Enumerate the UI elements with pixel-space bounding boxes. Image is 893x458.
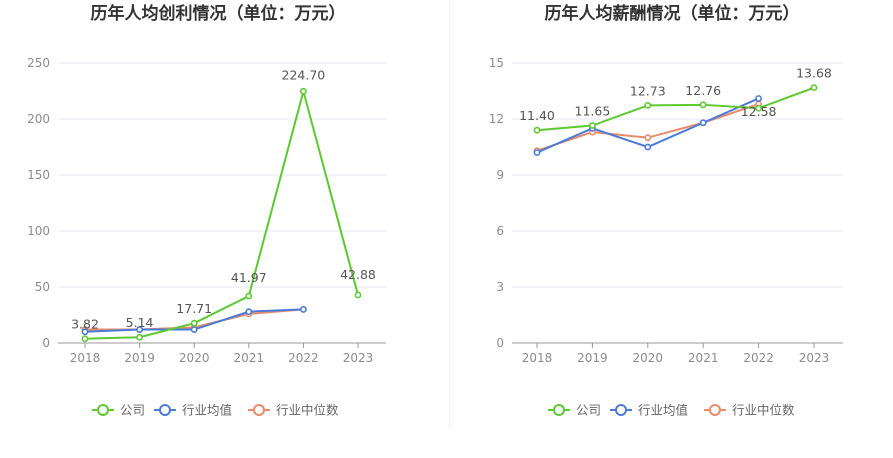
x-tick-label: 2021 <box>234 351 265 365</box>
salary-per-capita-chart: 历年人均薪酬情况（单位：万元） 0 3 6 9 12 15 2018 2019 2020 2021 2… <box>489 3 843 418</box>
data-point-industry_avg <box>81 328 89 336</box>
panel-divider <box>449 0 450 428</box>
data-point-company <box>699 101 707 109</box>
data-label: 11.40 <box>519 108 555 123</box>
legend-swatch-marker <box>253 404 265 416</box>
x-tick-label: 2023 <box>799 351 830 365</box>
data-point-industry_avg <box>190 326 198 333</box>
data-label: 5.14 <box>126 315 154 330</box>
legend-swatch-marker <box>709 404 721 416</box>
y-tick-label: 6 <box>496 224 504 238</box>
x-tick-label: 2018 <box>522 351 553 365</box>
legend-label-industry_median: 行业中位数 <box>276 403 339 418</box>
data-point-company <box>136 333 143 341</box>
data-point-company <box>81 335 89 343</box>
data-point-company <box>354 291 362 299</box>
data-point-company <box>755 104 762 112</box>
data-point-industry_avg <box>755 95 762 102</box>
profit-per-capita-chart: 历年人均创利情况（单位：万元） 0 50 100 150 200 250 2018 2019 20… <box>27 3 386 418</box>
data-point-company <box>245 292 253 300</box>
chart-title: 历年人均创利情况（单位：万元） <box>91 3 346 24</box>
data-point-company <box>810 84 818 92</box>
data-point-industry_avg <box>699 119 707 127</box>
x-tick-label: 2020 <box>633 351 664 365</box>
data-label: 12.73 <box>630 83 666 98</box>
legend-swatch-marker <box>553 404 565 416</box>
data-label: 224.70 <box>282 67 326 82</box>
data-point-company <box>533 126 541 134</box>
legend-swatch-marker <box>615 404 627 416</box>
data-point-industry_avg <box>533 149 541 156</box>
data-label: 11.65 <box>575 104 611 119</box>
y-tick-label: 250 <box>27 56 50 70</box>
salary-chart-panel: 历年人均薪酬情况（单位：万元） 0 3 6 9 12 15 2018 2019 2020 2021 2… <box>450 0 893 458</box>
y-tick-label: 0 <box>496 336 504 350</box>
x-tick-label: 2022 <box>288 351 319 365</box>
legend-label-industry_avg: 行业均值 <box>182 403 232 418</box>
data-label: 41.97 <box>231 270 267 285</box>
data-point-industry_avg <box>644 143 652 151</box>
y-tick-label: 3 <box>496 280 504 294</box>
y-tick-label: 200 <box>27 112 50 126</box>
x-tick-label: 2023 <box>343 351 374 365</box>
data-point-industry_avg <box>299 305 307 313</box>
data-label: 17.71 <box>176 301 212 316</box>
data-label: 13.68 <box>796 66 832 81</box>
y-tick-label: 9 <box>496 168 504 182</box>
x-tick-label: 2019 <box>577 351 608 365</box>
legend-label-company: 公司 <box>120 403 145 418</box>
y-tick-label: 150 <box>27 168 50 182</box>
legend-swatch-marker <box>97 404 109 416</box>
y-tick-label: 100 <box>27 224 50 238</box>
data-point-industry_avg <box>136 326 143 333</box>
y-tick-label: 15 <box>489 56 504 70</box>
data-label: 42.88 <box>340 267 376 282</box>
data-point-company <box>588 122 596 129</box>
y-tick-label: 0 <box>42 336 50 350</box>
y-tick-label: 50 <box>35 280 50 294</box>
data-point-company <box>644 101 652 109</box>
y-tick-label: 12 <box>489 112 504 126</box>
x-tick-label: 2022 <box>743 351 774 365</box>
data-point-industry_median <box>644 134 652 142</box>
data-point-industry_avg <box>245 308 253 316</box>
data-label: 3.82 <box>71 317 99 332</box>
legend-label-company: 公司 <box>576 403 601 418</box>
chart-title: 历年人均薪酬情况（单位：万元） <box>545 3 800 24</box>
x-tick-label: 2018 <box>70 351 101 365</box>
legend-label-industry_avg: 行业均值 <box>638 403 688 418</box>
data-point-company <box>299 87 307 95</box>
series-line-company <box>536 86 815 132</box>
legend-swatch-marker <box>159 404 171 416</box>
series-line-company <box>84 87 359 340</box>
x-tick-label: 2021 <box>688 351 719 365</box>
legend-label-industry_median: 行业中位数 <box>732 403 795 418</box>
data-point-company <box>190 319 198 327</box>
x-tick-label: 2020 <box>179 351 210 365</box>
x-tick-label: 2019 <box>124 351 155 365</box>
data-label: 12.76 <box>685 83 721 98</box>
profit-chart-panel: 历年人均创利情况（单位：万元） 0 50 100 150 200 250 2018 2019 20… <box>27 3 386 418</box>
data-label: 12.58 <box>741 104 777 119</box>
